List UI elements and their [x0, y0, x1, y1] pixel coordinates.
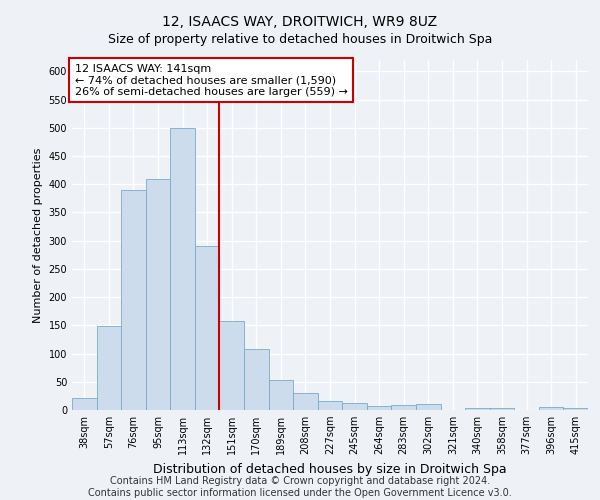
Text: Contains HM Land Registry data © Crown copyright and database right 2024.
Contai: Contains HM Land Registry data © Crown c… — [88, 476, 512, 498]
Bar — [146, 178, 170, 410]
Bar — [121, 190, 146, 410]
Bar — [170, 128, 195, 410]
Bar — [220, 321, 244, 410]
Y-axis label: Number of detached properties: Number of detached properties — [33, 148, 43, 322]
Bar — [391, 405, 416, 410]
Bar — [490, 408, 514, 410]
Text: 12, ISAACS WAY, DROITWICH, WR9 8UZ: 12, ISAACS WAY, DROITWICH, WR9 8UZ — [163, 15, 437, 29]
Text: 12 ISAACS WAY: 141sqm
← 74% of detached houses are smaller (1,590)
26% of semi-d: 12 ISAACS WAY: 141sqm ← 74% of detached … — [74, 64, 347, 96]
Bar — [72, 398, 97, 410]
Bar — [293, 393, 318, 410]
Bar — [244, 349, 269, 410]
Bar — [269, 380, 293, 410]
Bar — [465, 408, 490, 410]
Bar — [195, 246, 220, 410]
Bar — [539, 407, 563, 410]
Bar — [342, 403, 367, 410]
Bar — [416, 404, 440, 410]
Bar — [318, 401, 342, 410]
Bar — [563, 408, 588, 410]
Bar — [367, 406, 391, 410]
Text: Size of property relative to detached houses in Droitwich Spa: Size of property relative to detached ho… — [108, 32, 492, 46]
X-axis label: Distribution of detached houses by size in Droitwich Spa: Distribution of detached houses by size … — [153, 462, 507, 475]
Bar — [97, 326, 121, 410]
